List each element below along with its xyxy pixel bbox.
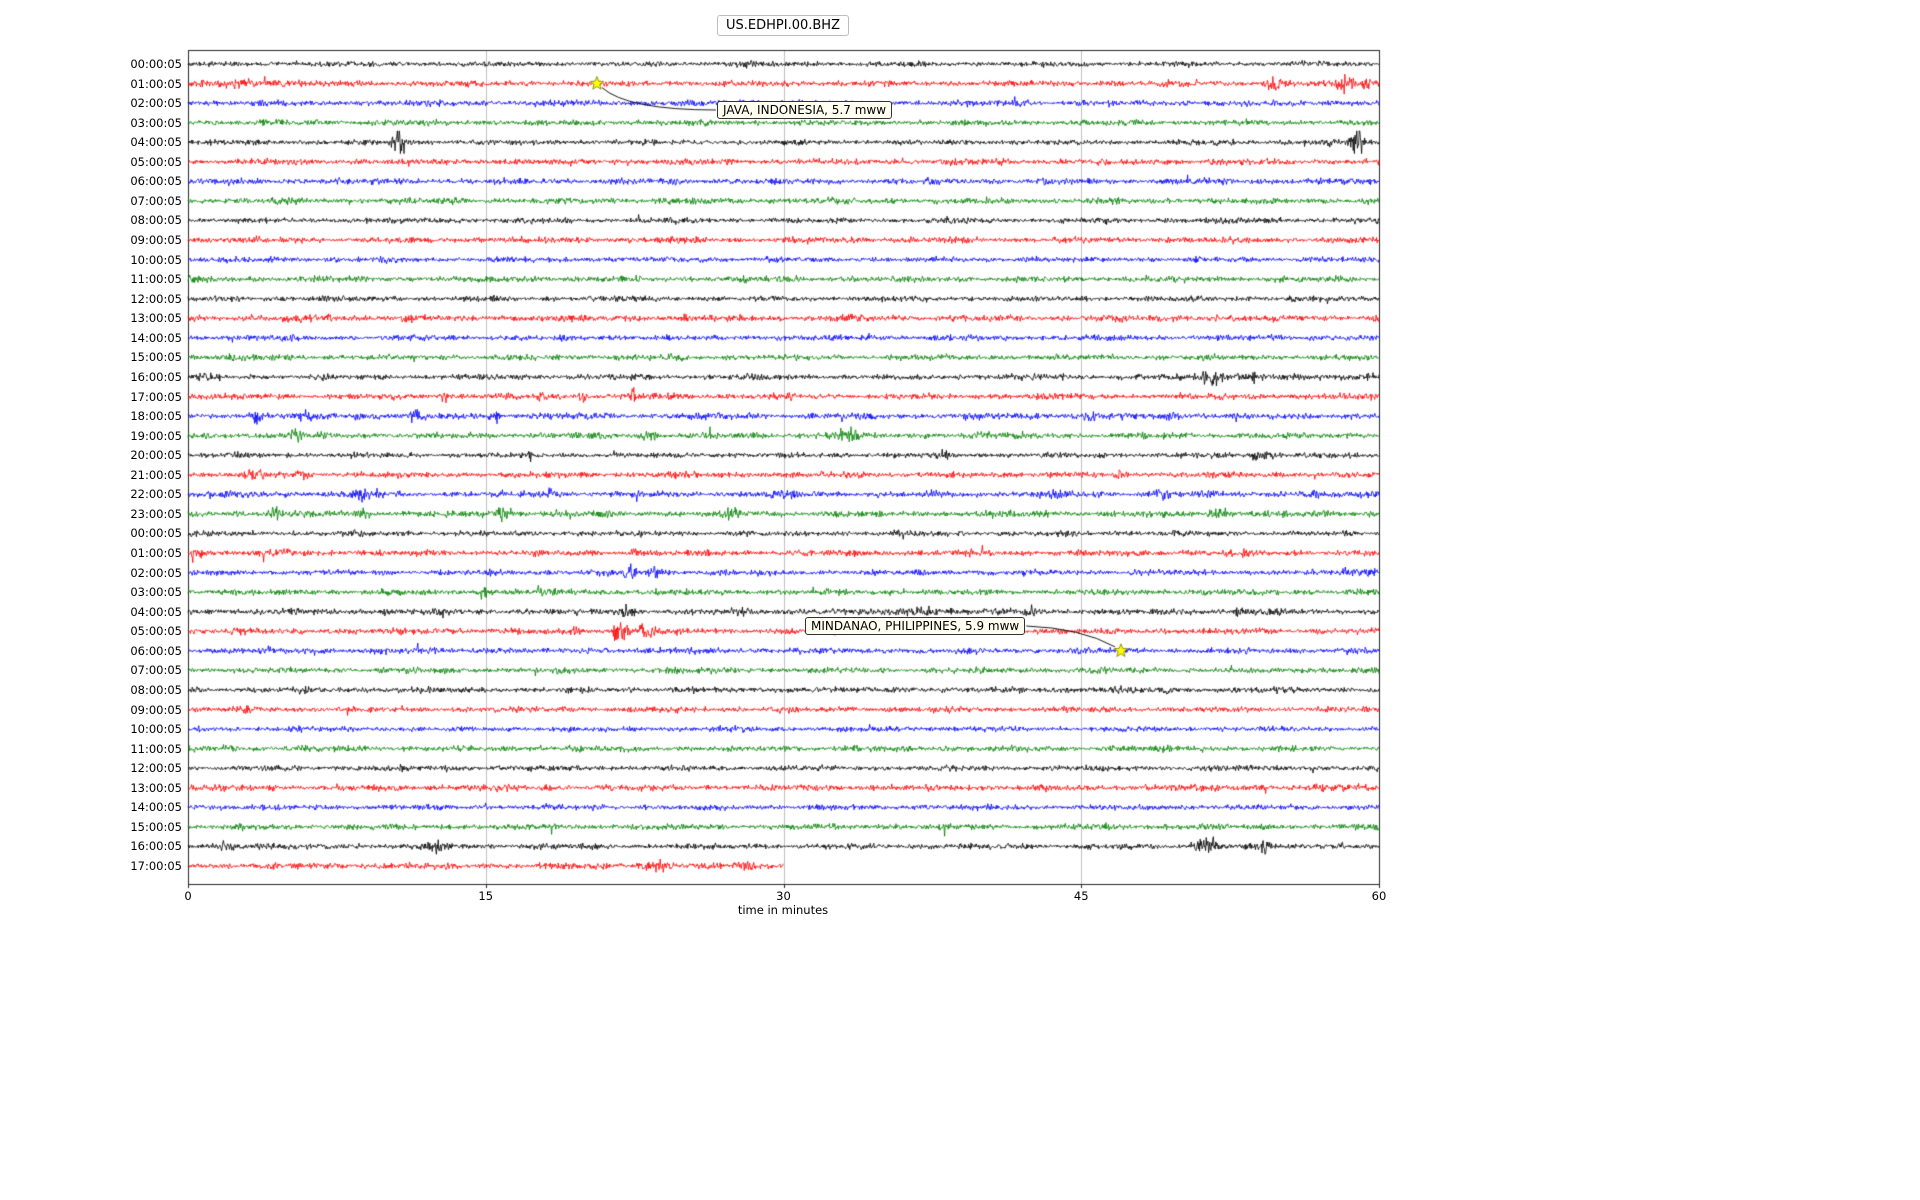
trace-label: 07:00:05 <box>130 193 182 208</box>
x-axis-label: time in minutes <box>737 903 829 917</box>
trace-label: 09:00:05 <box>130 233 182 248</box>
trace-label: 01:00:05 <box>130 546 182 561</box>
trace-label: 14:00:05 <box>130 330 182 345</box>
trace-label: 07:00:05 <box>130 663 182 678</box>
trace-label: 02:00:05 <box>130 565 182 580</box>
trace-label: 16:00:05 <box>130 369 182 384</box>
trace-label: 01:00:05 <box>130 76 182 91</box>
x-tick-label: 0 <box>184 889 192 903</box>
trace-label: 17:00:05 <box>130 389 182 404</box>
trace-label: 05:00:05 <box>130 154 182 169</box>
trace-label: 23:00:05 <box>130 506 182 521</box>
trace-label: 03:00:05 <box>130 585 182 600</box>
trace-label: 13:00:05 <box>130 780 182 795</box>
x-tick-label: 60 <box>1371 889 1387 903</box>
trace-label: 00:00:05 <box>130 526 182 541</box>
chart-title: US.EDHPI.00.BHZ <box>717 15 849 36</box>
trace-label: 06:00:05 <box>130 174 182 189</box>
trace-label: 06:00:05 <box>130 643 182 658</box>
trace-label: 15:00:05 <box>130 350 182 365</box>
trace-label: 10:00:05 <box>130 722 182 737</box>
trace-label: 19:00:05 <box>130 428 182 443</box>
trace-label: 08:00:05 <box>130 213 182 228</box>
trace-label: 15:00:05 <box>130 819 182 834</box>
trace-label: 08:00:05 <box>130 682 182 697</box>
trace-label: 03:00:05 <box>130 115 182 130</box>
trace-label: 16:00:05 <box>130 839 182 854</box>
trace-label: 12:00:05 <box>130 291 182 306</box>
trace-label: 04:00:05 <box>130 604 182 619</box>
event-annotation-mindanao-philippines: MINDANAO, PHILIPPINES, 5.9 mww <box>805 617 1026 635</box>
trace-label: 05:00:05 <box>130 624 182 639</box>
trace-label: 22:00:05 <box>130 487 182 502</box>
trace-label: 20:00:05 <box>130 448 182 463</box>
trace-label: 02:00:05 <box>130 96 182 111</box>
x-tick-label: 15 <box>478 889 494 903</box>
x-tick-label: 45 <box>1073 889 1089 903</box>
x-tick-label: 30 <box>776 889 791 903</box>
trace-label: 11:00:05 <box>130 741 182 756</box>
trace-label: 17:00:05 <box>130 859 182 873</box>
trace-label: 10:00:05 <box>130 252 182 267</box>
trace-label: 18:00:05 <box>130 409 182 424</box>
trace-label: 09:00:05 <box>130 702 182 717</box>
trace-label: 00:00:05 <box>130 57 182 71</box>
event-annotation-java-indonesia: JAVA, INDONESIA, 5.7 mww <box>717 101 893 119</box>
trace-label: 11:00:05 <box>130 272 182 287</box>
trace-label: 12:00:05 <box>130 761 182 776</box>
trace-label: 13:00:05 <box>130 311 182 326</box>
trace-label: 21:00:05 <box>130 467 182 482</box>
trace-label: 14:00:05 <box>130 800 182 815</box>
trace-label: 04:00:05 <box>130 135 182 150</box>
